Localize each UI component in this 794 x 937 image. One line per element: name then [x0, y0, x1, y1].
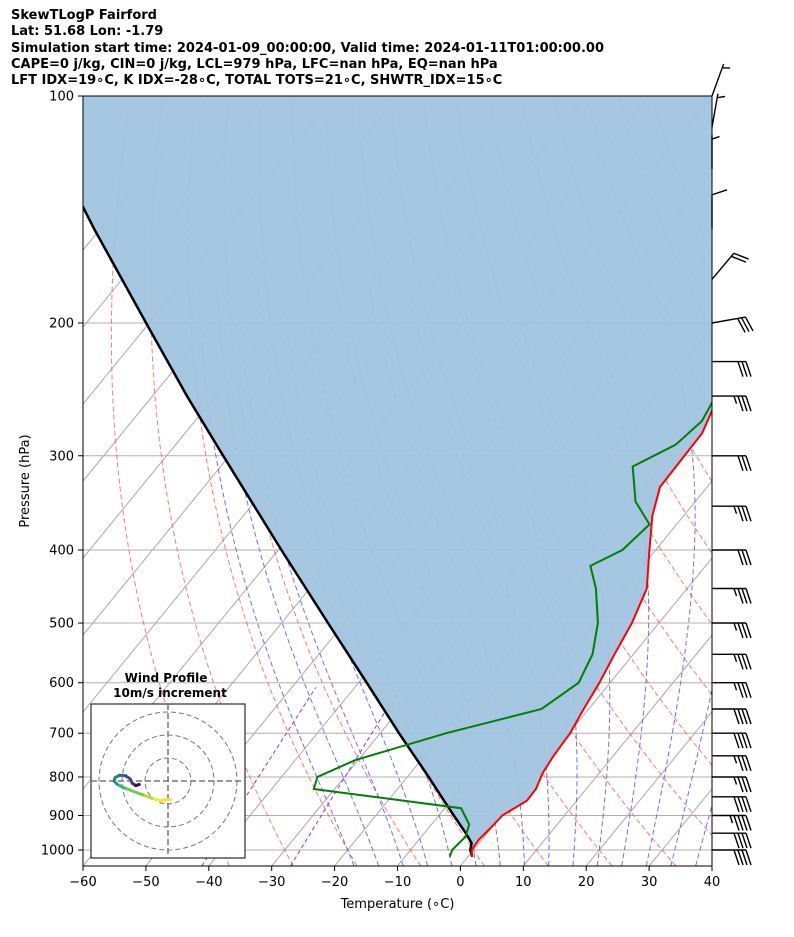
wind-barb: [712, 832, 752, 849]
hodograph-inset: Wind Profile 10m/s increment: [90, 671, 246, 859]
y-tick-label: 400: [49, 543, 74, 558]
x-axis-label: Temperature (∘C): [340, 897, 455, 912]
wind-barb: [711, 93, 726, 128]
y-tick-label: 700: [49, 727, 74, 742]
wind-barb: [712, 796, 752, 813]
wind-barbs: [711, 63, 754, 866]
y-tick-label: 600: [49, 676, 74, 691]
parcel-profile-line: [83, 204, 474, 858]
dewpoint-line: [312, 400, 712, 858]
hodograph-plot: [91, 704, 245, 858]
hodograph-segment: [132, 789, 145, 797]
x-tick-label: 20: [578, 875, 595, 890]
index-parameters: LFT IDX=19∘C, K IDX=-28∘C, TOTAL TOTS=21…: [11, 73, 503, 89]
y-axis-label: Pressure (hPa): [18, 434, 33, 527]
hodograph-segment: [150, 796, 163, 803]
x-tick-label: −30: [258, 875, 285, 890]
wind-barb: [711, 316, 754, 333]
wind-barb: [712, 587, 752, 604]
y-tick-label: 500: [49, 617, 74, 632]
station-title: SkewTLogP Fairford: [11, 8, 157, 23]
x-tick-label: 30: [641, 875, 658, 890]
hodograph-subtitle: 10m/s increment: [113, 686, 227, 700]
wind-barb: [712, 732, 752, 749]
x-tick-label: −50: [132, 875, 159, 890]
moist-adiabat: [198, 288, 355, 866]
wind-barb: [712, 360, 752, 377]
chart-header: SkewTLogP Fairford Lat: 51.68 Lon: -1.79…: [11, 8, 604, 89]
wind-barb: [712, 395, 752, 412]
x-tick-label: −40: [195, 875, 222, 890]
y-tick-label: 300: [49, 449, 74, 464]
wind-barb: [712, 776, 752, 793]
y-tick-label: 1000: [41, 844, 74, 859]
x-tick-label: 40: [704, 875, 721, 890]
isotherm: [522, 634, 712, 866]
wind-barb: [712, 455, 752, 472]
wind-barb: [712, 549, 752, 566]
wind-barb: [712, 755, 752, 772]
moist-adiabat: [645, 288, 696, 866]
wind-barb: [712, 682, 752, 698]
x-tick-label: −60: [69, 875, 96, 890]
hodograph-segment: [159, 797, 172, 803]
station-coordinates: Lat: 51.68 Lon: -1.79: [11, 24, 164, 40]
isotherm: [711, 865, 712, 866]
wind-barb: [711, 135, 720, 170]
y-tick-label: 900: [49, 809, 74, 824]
stability-parameters: CAPE=0 j/kg, CIN=0 j/kg, LCL=979 hPa, LF…: [11, 56, 498, 72]
wind-barb: [712, 708, 752, 725]
x-tick-label: 10: [515, 875, 532, 890]
temperature-line: [470, 408, 712, 857]
isotherm: [585, 711, 712, 866]
axes-layer: −60 −50 −40 −30 −20 −10 0 10 20 30 40 1000 900 800 700…: [41, 90, 720, 891]
run-times: Simulation start time: 2024-01-09_00:00:…: [11, 40, 604, 56]
y-tick-label: 800: [49, 770, 74, 785]
hodograph-title: Wind Profile: [125, 671, 208, 685]
wind-barb: [712, 814, 752, 831]
wind-barb: [711, 252, 749, 280]
wind-barb: [712, 653, 752, 670]
x-tick-label: −20: [321, 875, 348, 890]
hodograph-segment: [141, 793, 154, 800]
dry-adiabat: [187, 98, 358, 866]
wind-barb: [712, 622, 752, 639]
wind-barb: [712, 849, 752, 866]
wind-barb: [712, 505, 752, 522]
parcel-area-fill: [83, 96, 712, 857]
y-tick-label: 100: [49, 90, 74, 105]
x-tick-label: 0: [456, 875, 464, 890]
hodograph-segment: [134, 782, 141, 788]
wind-barb: [711, 189, 728, 229]
x-tick-label: −10: [384, 875, 411, 890]
y-tick-label: 200: [49, 316, 74, 331]
series-layer: [83, 96, 712, 858]
hodograph-segment: [122, 786, 135, 793]
moist-adiabat: [695, 803, 712, 866]
wind-barb: [711, 63, 731, 97]
